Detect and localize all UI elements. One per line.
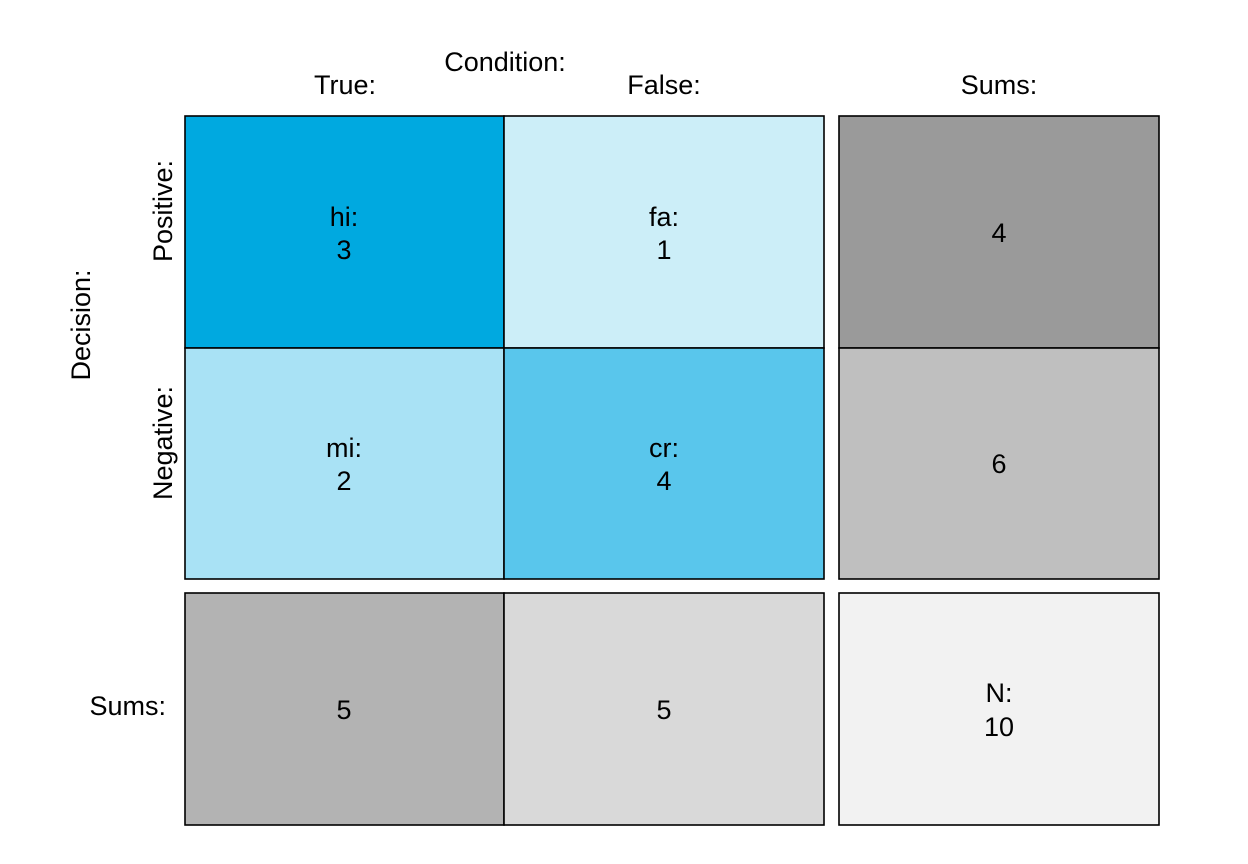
cell-fa-value: 1 [656, 235, 671, 265]
cell-hi-label: hi: [330, 202, 359, 232]
total-value: 10 [984, 712, 1014, 742]
col-label-true: True: [314, 70, 376, 100]
cell-fa [503, 115, 825, 349]
col-sum-false [503, 592, 825, 826]
cell-cr-label: cr: [649, 433, 679, 463]
row-sum-negative [838, 347, 1160, 580]
cell-hi [184, 115, 505, 349]
col-sum-true [184, 592, 505, 826]
col-sum-false-value: 5 [656, 695, 671, 725]
total-cell [838, 592, 1160, 826]
col-sum-true-value: 5 [336, 695, 351, 725]
cell-cr [503, 347, 825, 580]
total-label: N: [986, 678, 1013, 708]
col-label-sums: Sums: [961, 70, 1038, 100]
row-label-sums: Sums: [89, 691, 166, 721]
cell-mi-value: 2 [336, 466, 351, 496]
cell-hi-value: 3 [336, 235, 351, 265]
row-sum-negative-value: 6 [991, 449, 1006, 479]
cell-mi [184, 347, 505, 580]
cell-cr-value: 4 [656, 466, 671, 496]
col-label-false: False: [627, 70, 701, 100]
decision-label: Decision: [66, 269, 96, 380]
row-sum-positive-value: 4 [991, 218, 1006, 248]
row-label-negative: Negative: [148, 386, 178, 500]
cell-mi-label: mi: [326, 433, 362, 463]
cell-fa-label: fa: [649, 202, 679, 232]
condition-label: Condition: [444, 47, 566, 77]
row-label-positive: Positive: [148, 160, 178, 262]
row-sum-positive [838, 115, 1160, 349]
